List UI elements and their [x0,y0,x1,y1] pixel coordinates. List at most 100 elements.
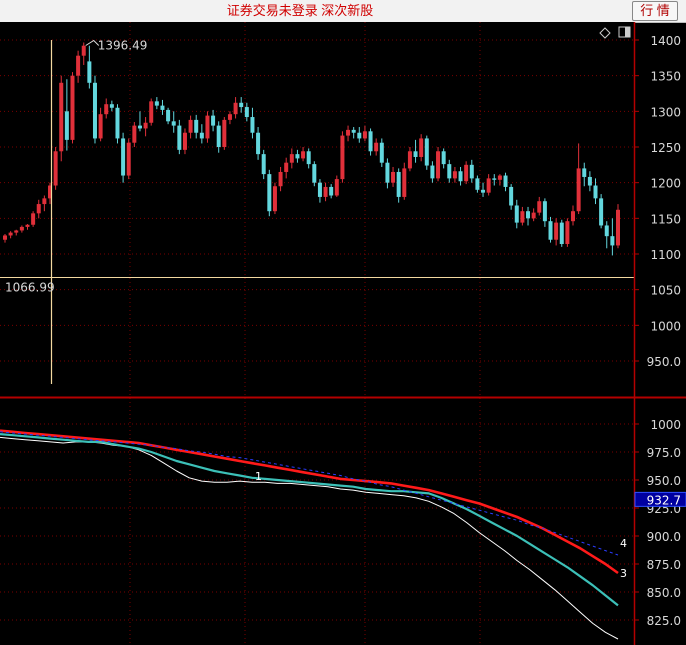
candle-body [104,104,109,115]
candle-body [98,114,103,139]
candle-body [92,82,97,139]
candle-body [402,168,407,197]
candle-body [132,125,137,143]
upper-tick-label: 1100 [650,248,681,262]
candle-body [233,102,238,115]
candle-body [542,201,547,222]
candle-body [582,168,587,177]
candle-body [36,204,41,214]
candle-body [267,174,272,212]
window-title-bar: 证券交易未登录 深次新股 行 情 [0,0,686,23]
candle-body [14,230,19,233]
candle-body [368,131,373,152]
candle-body [166,109,171,122]
candle-body [492,178,497,180]
ma-line-label: 4 [620,537,627,550]
current-value-box [634,491,686,507]
lower-tick-label: 825.0 [647,614,681,628]
candle-body [295,154,300,159]
candle-body [458,171,463,182]
candle-body [227,114,232,120]
candle-body [194,119,199,133]
candle-body [177,125,182,150]
candle-body [306,151,311,165]
candle-body [19,226,24,231]
window-title: 证券交易未登录 深次新股 [226,3,374,18]
candle-body [587,176,592,186]
candle-body [47,185,52,199]
candle-body [256,132,261,155]
candle-body [87,61,92,83]
crosshair-value-label: 1066.99 [5,281,55,295]
candle-body [447,164,452,179]
candle-body [244,107,249,118]
upper-tick-label: 1350 [650,70,681,84]
candle-body [205,115,210,139]
candle-body [514,205,519,223]
candle-body [430,165,435,179]
lower-tick-label: 850.0 [647,586,681,600]
ma-line [0,433,619,607]
candle-body [593,185,598,199]
market-quotes-button[interactable]: 行 情 [632,1,678,21]
candle-body [53,151,58,186]
candle-body [497,175,502,180]
candle-body [424,138,429,166]
candle-body [436,151,441,179]
candle-body [503,175,508,187]
candle-body [374,142,379,152]
candle-body [143,122,148,129]
candle-body [182,132,187,150]
candle-body [137,125,142,129]
candle-body [76,55,81,76]
candle-body [239,102,244,108]
candle-body [312,164,317,183]
candle-body [441,151,446,165]
candle-body [188,119,193,133]
candle-body [610,236,615,246]
candle-body [407,151,412,169]
candle-body [571,211,576,222]
candle-body [250,117,255,133]
candle-body [8,232,13,236]
candle-body [396,171,401,197]
candle-body [475,178,480,190]
candle-body [261,154,266,175]
candle-body [413,151,418,157]
candle-body [526,211,531,219]
candle-body [3,235,7,240]
ma-line-label: 1 [255,470,262,483]
current-value-label: 932.7 [647,493,681,507]
candle-body [599,198,604,226]
candle-body [289,154,294,163]
lower-tick-label: 975.0 [647,446,681,460]
candle-body [199,132,204,139]
candle-body [391,171,396,183]
candle-body [25,224,30,227]
candle-body [509,186,514,206]
candle-body [216,125,221,147]
candle-body [576,168,581,212]
ma-line-label: 3 [620,567,627,580]
candle-body [340,135,345,180]
candle-body [537,201,542,213]
lower-tick-label: 950.0 [647,474,681,488]
candle-body [362,131,367,139]
high-marker [85,39,100,46]
upper-tick-label: 1250 [650,141,681,155]
lower-tick-label: 900.0 [647,530,681,544]
candle-body [419,138,424,157]
lower-tick-label: 1000 [650,418,681,432]
candle-body [42,198,47,205]
upper-tick-label: 1400 [650,34,681,48]
candle-body [59,82,64,152]
candle-body [616,209,620,246]
candle-body [109,104,114,108]
candle-body [64,111,69,140]
ma-line [0,431,619,556]
upper-tick-label: 1300 [650,105,681,119]
upper-tick-label: 950.0 [647,355,681,369]
candle-body [481,189,486,193]
upper-tick-label: 1000 [650,319,681,333]
